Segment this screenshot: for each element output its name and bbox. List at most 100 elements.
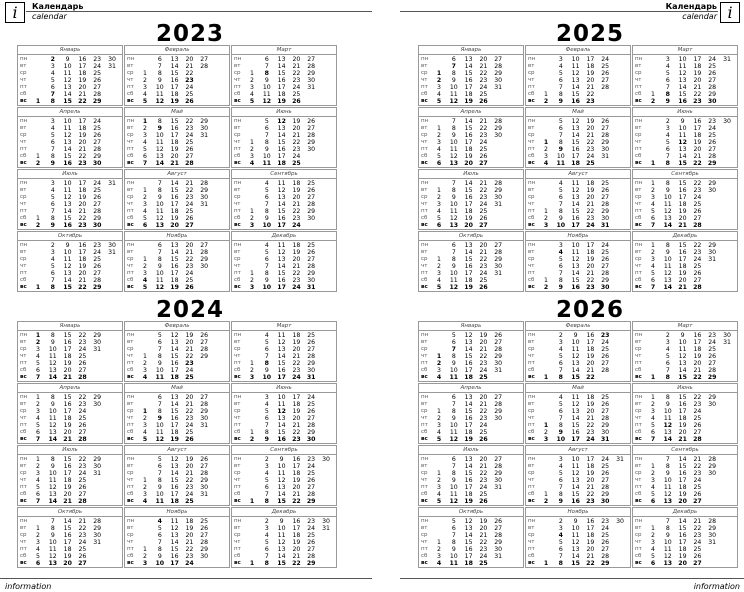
month-days-grid: пн 5 12 19 26 вт 6 13 20 27 ср 7 14 21 28 чт 1 8 15 22 29 пт 2… xyxy=(418,517,524,568)
weekday-label: пн xyxy=(234,118,242,124)
day-cell: 15 xyxy=(678,394,687,401)
day-cell: 24 xyxy=(708,56,717,63)
day-cell: 21 xyxy=(292,422,301,429)
month-name: Июль xyxy=(17,169,123,179)
day-cell: 17 xyxy=(277,84,286,91)
weekday-label: вт xyxy=(635,525,642,531)
day-cell: 15 xyxy=(170,256,179,263)
weekday-label: ср xyxy=(421,256,428,262)
day-cell: 8 xyxy=(157,353,162,360)
weekday-label: пт xyxy=(528,484,535,490)
day-cell: 29 xyxy=(200,256,209,263)
day-cell: 2 xyxy=(143,553,147,560)
weekday-label: пн xyxy=(20,394,28,400)
weekday-label: вс xyxy=(127,560,134,566)
day-cell: 24 xyxy=(601,339,610,346)
day-cell: 23 xyxy=(479,415,488,422)
day-cell: 31 xyxy=(494,270,503,277)
weekday-label: ср xyxy=(127,194,134,200)
day-cell: 19 xyxy=(170,146,179,153)
day-cell: 25 xyxy=(479,429,488,436)
weekday-label: ср xyxy=(127,132,134,138)
page-right: i Календарь calendar 2025 Январь пн 6 13 20 2… xyxy=(372,0,744,592)
day-cell: 13 xyxy=(663,498,673,505)
day-cell: 9 xyxy=(451,132,456,139)
day-cell: 7 xyxy=(50,208,55,215)
weekday-label: вт xyxy=(528,401,535,407)
weekday-label: вс xyxy=(421,560,428,566)
day-cell: 4 xyxy=(437,429,441,436)
day-cell: 3 xyxy=(249,374,255,381)
day-cell: 28 xyxy=(200,470,209,477)
month-block: Апрель пн 3 10 17 24 вт 4 11 18 25 ср 5 12 19 26 чт 6 13 20… xyxy=(17,107,123,168)
weekday-label: чт xyxy=(635,415,642,421)
day-cell: 25 xyxy=(185,498,194,505)
weekday-label: вт xyxy=(234,401,241,407)
day-cell: 25 xyxy=(479,146,488,153)
day-cell: 12 xyxy=(464,518,473,525)
day-cell: 27 xyxy=(708,146,717,153)
day-cell: 2 xyxy=(543,498,549,505)
weekday-label: вт xyxy=(528,339,535,345)
day-cell: 29 xyxy=(708,242,717,249)
day-cell: 17 xyxy=(277,222,286,229)
day-cell: 28 xyxy=(494,346,503,353)
day-cell: 9 xyxy=(279,518,284,525)
day-cell: 14 xyxy=(170,63,179,70)
day-cell: 20 xyxy=(185,463,194,470)
day-cell: 3 xyxy=(143,367,147,374)
day-cell: 13 xyxy=(571,546,580,553)
day-cell: 11 xyxy=(449,208,458,215)
day-cell: 17 xyxy=(78,180,87,187)
day-cell: 2 xyxy=(36,532,40,539)
weekday-label: пт xyxy=(528,422,535,428)
day-cell: 22 xyxy=(586,139,595,146)
day-cell: 29 xyxy=(494,256,503,263)
weekday-label: сб xyxy=(421,91,428,97)
day-cell: 15 xyxy=(571,139,580,146)
weekday-label: сб xyxy=(421,429,428,435)
day-cell: 30 xyxy=(600,284,610,291)
day-cell: 2 xyxy=(143,125,147,132)
weekday-label: сб xyxy=(127,91,134,97)
day-cell: 11 xyxy=(449,146,458,153)
day-cell: 15 xyxy=(170,353,179,360)
day-cell: 22 xyxy=(479,70,488,77)
day-cell: 12 xyxy=(48,360,57,367)
day-cell: 14 xyxy=(277,63,286,70)
weekday-label: вс xyxy=(20,498,27,504)
weekday-label: вс xyxy=(421,436,428,442)
weekday-label: вс xyxy=(635,498,642,504)
day-cell: 15 xyxy=(464,70,473,77)
weekday-label: пн xyxy=(635,518,643,524)
day-cell: 30 xyxy=(708,249,717,256)
day-cell: 10 xyxy=(449,422,458,429)
weekday-label: чт xyxy=(635,477,642,483)
day-cell: 11 xyxy=(663,201,672,208)
day-cell: 8 xyxy=(157,408,162,415)
month-name: Май xyxy=(124,383,230,393)
day-cell: 8 xyxy=(451,470,456,477)
day-cell: 2 xyxy=(650,98,656,105)
day-cell: 10 xyxy=(449,201,458,208)
day-cell: 5 xyxy=(558,401,563,408)
day-cell: 8 xyxy=(665,374,670,381)
weekday-label: ср xyxy=(127,408,134,414)
day-cell: 9 xyxy=(50,463,55,470)
day-cell: 1 xyxy=(437,539,441,546)
day-cell: 28 xyxy=(708,518,717,525)
day-cell: 7 xyxy=(451,401,456,408)
day-cell: 23 xyxy=(479,77,488,84)
day-cell: 4 xyxy=(651,484,655,491)
weekday-label: ср xyxy=(528,532,535,538)
day-cell: 23 xyxy=(185,77,194,84)
day-cell: 9 xyxy=(558,284,563,291)
day-cell: 26 xyxy=(93,77,102,84)
day-cell: 3 xyxy=(142,560,148,567)
day-cell: 28 xyxy=(708,153,717,160)
day-cell: 23 xyxy=(708,118,717,125)
day-cell: 31 xyxy=(306,284,316,291)
day-cell: 27 xyxy=(601,360,610,367)
weekday-label: чт xyxy=(20,477,27,483)
day-cell: 26 xyxy=(494,518,503,525)
